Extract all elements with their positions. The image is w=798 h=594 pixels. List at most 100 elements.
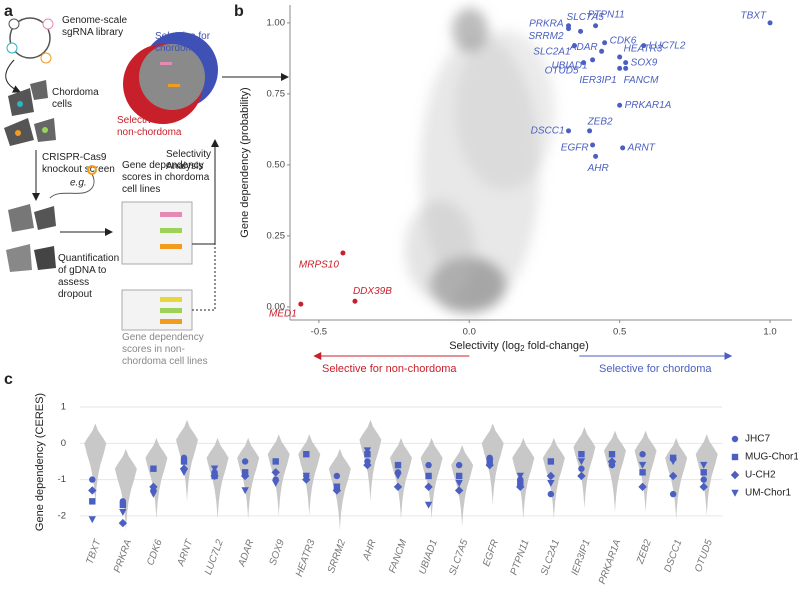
gene-label: EGFR xyxy=(561,143,589,154)
gene-point xyxy=(599,48,605,54)
score-bar xyxy=(160,297,182,302)
gene-point xyxy=(617,65,623,71)
x-tick-label: CDK6 xyxy=(145,538,165,567)
y-axis-label: Gene dependency (CERES) xyxy=(34,393,46,531)
y-tick-label: 1 xyxy=(61,402,66,413)
cell-icon xyxy=(8,204,34,232)
text-line: assess xyxy=(58,277,89,288)
gene-label: ZEB2 xyxy=(587,116,613,127)
text-line: Gene dependency xyxy=(122,160,204,171)
gene-label: TBXT xyxy=(740,11,766,22)
cell-line-point xyxy=(394,461,402,469)
dotted-connector xyxy=(192,244,216,311)
gene-label: UBIAD1 xyxy=(551,60,587,71)
arrow xyxy=(5,59,21,93)
cell-line-point xyxy=(455,461,463,469)
score-bar xyxy=(160,228,182,233)
plasmid-icon xyxy=(40,52,52,64)
gene-point xyxy=(590,57,596,63)
text-line: cell lines xyxy=(122,184,160,195)
text-line: Selective for xyxy=(117,115,173,126)
cell-line-point xyxy=(119,501,127,509)
gene-label: MED1 xyxy=(269,309,297,320)
text-line: scores in chordoma xyxy=(122,172,210,183)
x-axis-label-part: fold-change) xyxy=(525,340,589,352)
cell-line-point xyxy=(210,465,219,473)
cell-line-point xyxy=(394,472,402,480)
cell-line-point xyxy=(669,454,677,462)
cell-icon xyxy=(30,80,48,100)
gene-label: ADAR xyxy=(569,42,598,53)
gene-point xyxy=(340,250,346,256)
x-tick-label: SOX9 xyxy=(268,538,288,567)
cell-line-point xyxy=(638,482,647,492)
cell-line-point xyxy=(179,464,189,473)
x-tick-label: LUC7L2 xyxy=(203,538,226,577)
cell-line-point xyxy=(363,447,372,455)
violin xyxy=(665,437,688,520)
cell-line-point xyxy=(89,498,96,505)
library-icon xyxy=(9,17,51,59)
cell-line-point xyxy=(668,471,678,481)
violin xyxy=(237,437,260,520)
gene-point xyxy=(352,298,358,304)
gene-point xyxy=(572,43,578,49)
text-line: chordoma cell lines xyxy=(122,356,208,367)
y-tick-label: 0.00 xyxy=(267,301,286,312)
text-line: non-chordoma xyxy=(117,127,182,138)
x-tick-label: SRRM2 xyxy=(326,538,348,575)
text-line: Genome-scale xyxy=(62,15,127,26)
violin xyxy=(84,423,107,505)
cell-line-point xyxy=(119,509,127,516)
cell-line-point xyxy=(486,458,494,466)
text-line: cells xyxy=(52,99,72,110)
plasmid-icon xyxy=(8,18,20,30)
text-line: sgRNA library xyxy=(62,27,123,38)
x-tick-label: -0.5 xyxy=(311,327,327,338)
sgrna-loop xyxy=(87,165,97,175)
cell-line-point xyxy=(669,490,677,498)
x-tick-label: PTPN11 xyxy=(509,538,532,577)
non-chordoma-scores-label: Gene dependency scores in non-chordoma ce… xyxy=(122,332,208,367)
cell-line-point xyxy=(271,468,280,477)
cell-line-point xyxy=(149,490,158,498)
x-tick-label: DSCC1 xyxy=(663,538,685,574)
cell-icon xyxy=(6,244,32,272)
x-tick-label: 0.0 xyxy=(463,327,476,338)
gene-point xyxy=(581,60,587,66)
gene-label: MRPS10 xyxy=(299,260,339,271)
cell-line-point xyxy=(699,482,708,492)
cell-line-point xyxy=(150,465,157,472)
gene-label: PRKAR1A xyxy=(625,100,672,111)
sgrna-icon xyxy=(49,173,95,199)
gene-point xyxy=(623,60,629,66)
gene-point xyxy=(587,128,593,134)
cell-line-point xyxy=(241,487,249,495)
gene-point xyxy=(593,23,599,29)
cell-line-point xyxy=(272,480,280,487)
cell-line-point xyxy=(547,480,555,487)
gene-label: SOX9 xyxy=(631,57,658,68)
gene-label: ARNT xyxy=(627,143,656,154)
text-line: chordoma xyxy=(155,43,200,54)
panel-label: c xyxy=(4,371,13,388)
x-axis-label: Selectivity (log2 fold-change) xyxy=(449,340,589,353)
x-tick-label: PRKRA xyxy=(112,538,134,574)
quantification-label: Quantification of gDNA to assess dropout xyxy=(58,253,119,300)
cell-line-point xyxy=(333,483,341,491)
cell-line-point xyxy=(180,469,188,477)
x-tick-label: UBIAD1 xyxy=(417,538,440,576)
plasmid-icon xyxy=(42,18,54,30)
gene-label: SRRM2 xyxy=(529,31,564,42)
y-tick-label: -1 xyxy=(58,474,66,485)
legend-label: U-CH2 xyxy=(745,470,776,481)
cell-line-point xyxy=(88,516,96,524)
gene-label: HEATR3 xyxy=(624,44,663,55)
score-bar xyxy=(160,244,182,249)
x-tick-label: SLC7A5 xyxy=(447,538,470,577)
y-tick-label: 0 xyxy=(61,438,66,449)
panel-label: a xyxy=(4,3,13,20)
gene-label: PRKRA xyxy=(529,18,564,29)
text-line: Selective for xyxy=(155,31,211,42)
cell-line-point xyxy=(638,461,647,469)
